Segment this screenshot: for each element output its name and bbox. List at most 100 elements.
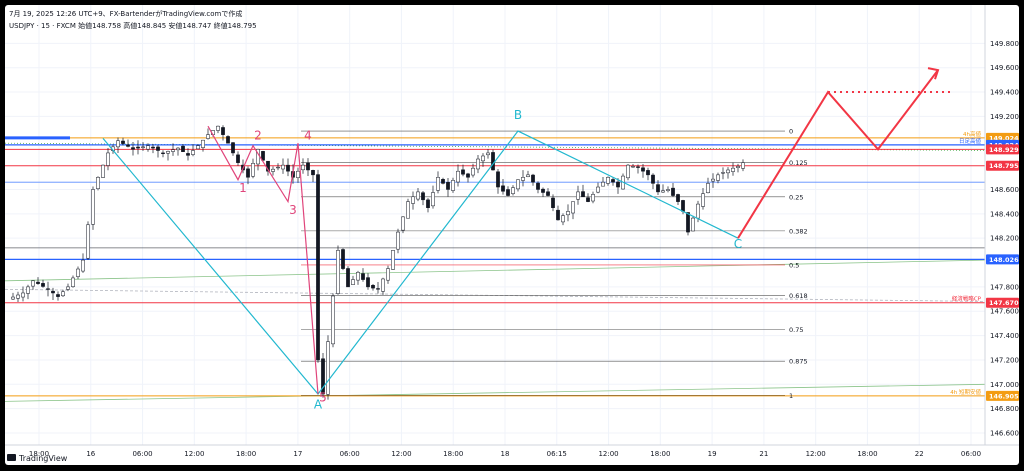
candle-body xyxy=(606,177,610,184)
candle-body xyxy=(406,201,410,219)
time-axis-label: 19 xyxy=(708,450,717,458)
candle-body xyxy=(51,290,55,294)
candle-body xyxy=(496,171,500,188)
wave-labels-layer: A B C 1 2 3 4 5 xyxy=(239,108,742,412)
time-axis-label: 22 xyxy=(915,450,924,458)
candle-body xyxy=(711,178,715,182)
candle-body xyxy=(551,197,555,208)
price-axis-label: 148.200 xyxy=(990,235,1019,243)
candle-body xyxy=(251,163,255,177)
candle-body xyxy=(56,294,60,297)
candle-body xyxy=(731,167,735,172)
time-axis-label: 18 xyxy=(501,450,510,458)
candle-body xyxy=(96,177,100,189)
candle-body xyxy=(136,146,140,149)
candle-body xyxy=(81,259,85,272)
candle-body xyxy=(686,212,690,233)
candle-body xyxy=(116,140,120,148)
candle-body xyxy=(186,153,190,156)
candle-body xyxy=(366,277,370,288)
candle-body xyxy=(371,285,375,289)
price-tag-label: 149.024 xyxy=(989,134,1019,142)
chart-panel[interactable]: 0 0.125 0.25 0.382 0.5 0.618 0.75 0.875 1 A B C 1 2 3… xyxy=(5,5,1019,465)
impulse-wave-line xyxy=(207,125,319,395)
price-axis-label: 146.800 xyxy=(990,405,1019,413)
candle-body xyxy=(216,125,220,131)
candle-body xyxy=(696,203,700,219)
time-axis-label: 06:00 xyxy=(961,450,981,458)
tradingview-logo[interactable]: TradingView xyxy=(7,454,68,463)
fib-level-label: 0.125 xyxy=(789,159,808,167)
candle-body xyxy=(466,173,470,178)
candle-body xyxy=(616,181,620,188)
candle-body xyxy=(581,191,585,198)
time-axis-label: 18:00 xyxy=(650,450,670,458)
candle-body xyxy=(166,151,170,154)
candle-body xyxy=(586,197,590,202)
candle-body xyxy=(346,268,350,288)
candle-body xyxy=(476,158,480,170)
price-axis-label: 147.200 xyxy=(990,356,1019,364)
wave-label-4: 4 xyxy=(304,129,312,143)
price-axis-label: 149.200 xyxy=(990,113,1019,121)
price-tag-note: 経済戦略CP xyxy=(952,295,982,303)
wave-label-c: C xyxy=(734,237,742,251)
candle-body xyxy=(666,189,670,191)
candle-body xyxy=(61,291,65,297)
drawings-layer xyxy=(102,67,950,395)
candle-body xyxy=(576,191,580,200)
fib-level-label: 0.25 xyxy=(789,193,803,201)
candle-body xyxy=(146,145,150,150)
time-axis-label: 06:00 xyxy=(132,450,152,458)
fib-level-label: 0.618 xyxy=(789,292,808,300)
candle-body xyxy=(86,224,90,259)
candle-body xyxy=(376,288,380,290)
candle-body xyxy=(41,283,45,287)
candle-body xyxy=(351,279,355,285)
price-axis: 149.800 149.600 149.400 149.200 148.600 148.4… xyxy=(984,5,1019,445)
candle-body xyxy=(516,179,520,190)
candle-body xyxy=(721,172,725,174)
candle-body xyxy=(101,164,105,178)
price-tag-badge xyxy=(986,254,1019,265)
candle-body xyxy=(461,169,465,175)
time-axis-label: 12:00 xyxy=(598,450,618,458)
price-tag-badge xyxy=(986,390,1019,401)
price-tag-label: 146.905 xyxy=(989,392,1019,400)
time-axis-label: 06:00 xyxy=(340,450,360,458)
candle-body xyxy=(326,341,330,395)
price-chart[interactable]: 0 0.125 0.25 0.382 0.5 0.618 0.75 0.875 1 A B C 1 2 3… xyxy=(5,5,1019,465)
time-axis: 18:00 16 06:00 12:00 18:00 17 06:00 12:00 18:00 1… xyxy=(5,444,1019,458)
candle-body xyxy=(221,127,225,135)
wave-label-5: 5 xyxy=(319,390,327,404)
trendline-green-lower xyxy=(5,383,986,402)
candle-body xyxy=(391,250,395,270)
candle-body xyxy=(21,292,25,298)
candle-body xyxy=(726,169,730,174)
candle-body xyxy=(26,286,30,294)
candle-body xyxy=(131,147,135,150)
time-axis-label: 18:00 xyxy=(857,450,877,458)
price-tag-badge xyxy=(986,144,1019,155)
candle-body xyxy=(286,164,290,172)
candle-body xyxy=(481,155,485,162)
price-axis-label: 149.800 xyxy=(990,40,1019,48)
candle-body xyxy=(276,166,280,169)
candle-body xyxy=(651,174,655,184)
time-axis-label: 21 xyxy=(759,450,768,458)
time-axis-label: 18:00 xyxy=(29,450,49,458)
price-axis-label: 149.600 xyxy=(990,64,1019,72)
price-axis-label: 148.600 xyxy=(990,186,1019,194)
price-tag-label: 147.670 xyxy=(989,299,1019,307)
price-tag-note: 4h高値 xyxy=(963,130,981,138)
candle-body xyxy=(411,196,415,204)
candle-body xyxy=(71,277,75,287)
candle-body xyxy=(46,288,50,290)
candle-body xyxy=(191,150,195,155)
candle-body xyxy=(596,186,600,193)
price-axis-label: 146.600 xyxy=(990,430,1019,438)
candle-body xyxy=(151,146,155,149)
candle-body xyxy=(121,140,125,144)
candle-body xyxy=(106,152,110,166)
